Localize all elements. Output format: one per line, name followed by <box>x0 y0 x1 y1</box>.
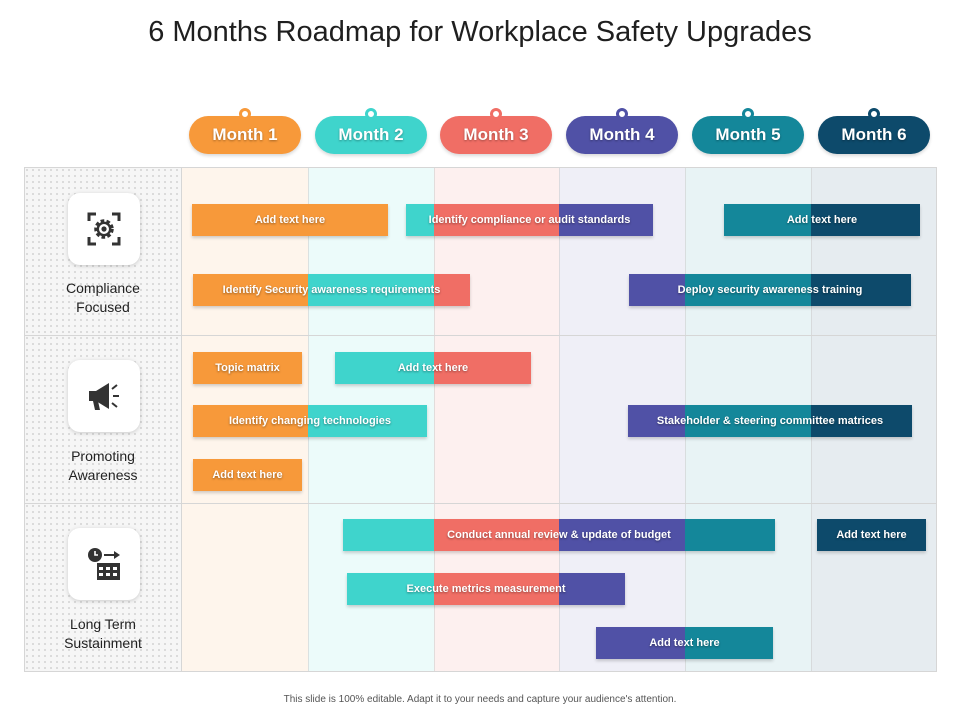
month-label: Month 2 <box>338 125 404 144</box>
pin-icon <box>365 108 377 120</box>
task-bar: Add text here <box>596 627 773 659</box>
task-label: Add text here <box>786 213 858 226</box>
megaphone-icon <box>89 383 119 410</box>
task-bar: Add text here <box>335 352 531 384</box>
label-line: Focused <box>76 299 130 315</box>
task-bar: Identify compliance or audit standards <box>406 204 653 236</box>
task-label: Add text here <box>397 361 469 374</box>
label-line: Awareness <box>68 467 138 483</box>
roadmap-frame <box>24 167 937 672</box>
task-label: Identify Security awareness requirements <box>222 283 441 296</box>
task-label: Topic matrix <box>215 361 280 374</box>
task-label: Add text here <box>254 213 326 226</box>
task-bar: Add text here <box>193 459 302 491</box>
category-label-sustainment: Long Term Sustainment <box>24 615 182 653</box>
column-divider <box>559 167 560 672</box>
task-label: Execute metrics measurement <box>406 582 566 595</box>
label-line: Long Term <box>70 616 136 632</box>
sustainment-icon-box <box>68 528 140 600</box>
month-4-header: Month 4 <box>566 108 678 154</box>
task-label: Add text here <box>649 636 720 649</box>
label-line: Compliance <box>66 280 140 296</box>
month-5-header: Month 5 <box>692 108 804 154</box>
month-label: Month 6 <box>841 125 907 144</box>
label-line: Promoting <box>71 448 135 464</box>
month-1-header: Month 1 <box>189 108 301 154</box>
task-label: Identify compliance or audit standards <box>428 213 631 226</box>
pin-icon <box>742 108 754 120</box>
task-bar: Topic matrix <box>193 352 302 384</box>
task-label: Identify changing technologies <box>229 414 391 427</box>
month-label: Month 1 <box>212 125 278 144</box>
gear-icon <box>87 212 121 246</box>
task-bar: Deploy security awareness training <box>629 274 911 306</box>
month-label: Month 5 <box>715 125 781 144</box>
month-6-header: Month 6 <box>818 108 930 154</box>
task-bar: Add text here <box>192 204 388 236</box>
month-label: Month 4 <box>589 125 655 144</box>
category-label-awareness: Promoting Awareness <box>24 447 182 485</box>
row-divider <box>24 335 937 336</box>
task-bar: Add text here <box>724 204 920 236</box>
pin-icon <box>616 108 628 120</box>
label-line: Sustainment <box>64 635 142 651</box>
task-label: Add text here <box>836 528 907 541</box>
task-bar: Conduct annual review & update of budget <box>343 519 775 551</box>
column-divider <box>434 167 435 672</box>
task-bar: Execute metrics measurement <box>347 573 625 605</box>
month-3-header: Month 3 <box>440 108 552 154</box>
calendar-clock-icon <box>88 548 120 580</box>
pin-icon <box>868 108 880 120</box>
task-bar: Add text here <box>817 519 926 551</box>
footer-note: This slide is 100% editable. Adapt it to… <box>283 694 677 705</box>
task-label: Add text here <box>212 468 283 481</box>
row-divider <box>24 503 937 504</box>
pin-icon <box>239 108 251 120</box>
task-label: Stakeholder & steering committee matrice… <box>656 414 884 427</box>
pin-icon <box>490 108 502 120</box>
month-2-header: Month 2 <box>315 108 427 154</box>
month-label: Month 3 <box>463 125 529 144</box>
category-label-compliance: Compliance Focused <box>24 279 182 317</box>
compliance-icon-box <box>68 193 140 265</box>
task-bar: Identify changing technologies <box>193 405 427 437</box>
task-bar: Stakeholder & steering committee matrice… <box>628 405 912 437</box>
page-title: 6 Months Roadmap for Workplace Safety Up… <box>148 16 812 48</box>
task-label: Conduct annual review & update of budget <box>447 528 671 541</box>
awareness-icon-box <box>68 360 140 432</box>
task-label: Deploy security awareness training <box>677 283 863 296</box>
task-bar: Identify Security awareness requirements <box>193 274 470 306</box>
